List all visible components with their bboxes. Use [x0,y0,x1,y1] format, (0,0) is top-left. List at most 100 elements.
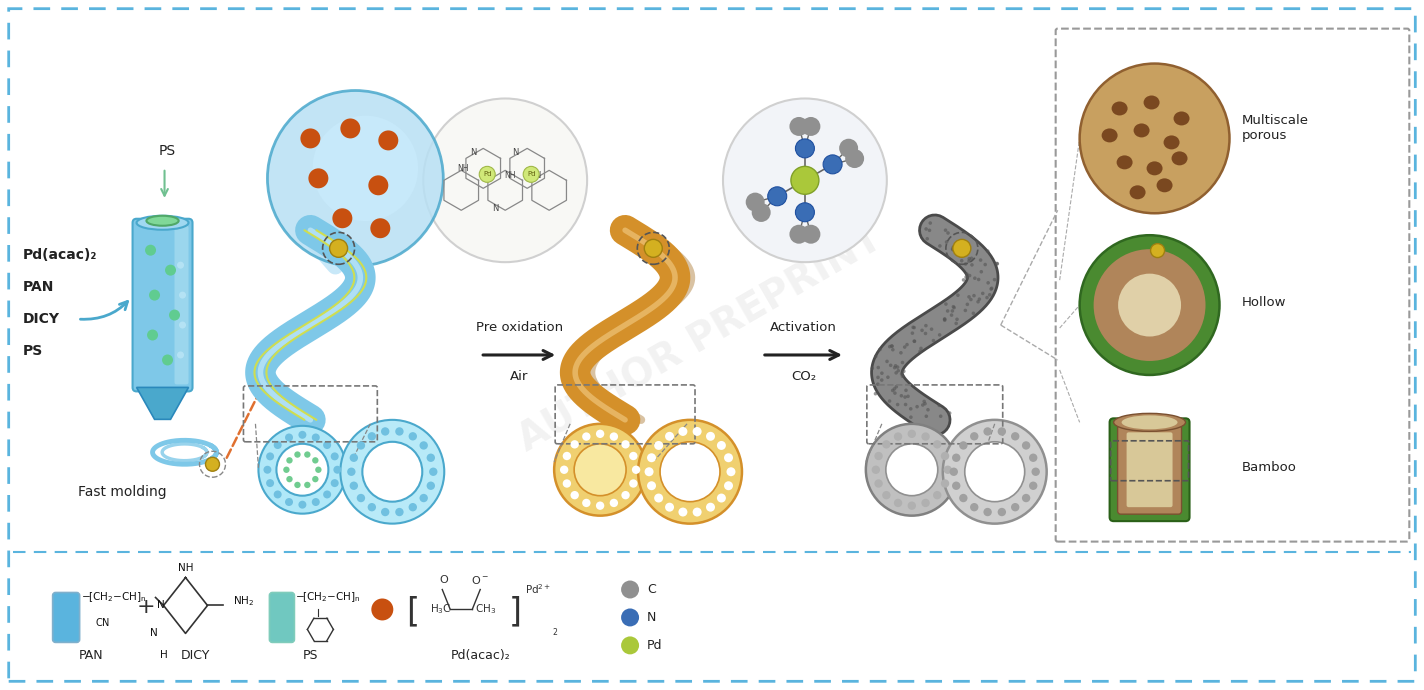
Circle shape [904,388,907,392]
Circle shape [893,366,897,369]
Circle shape [165,265,177,275]
Circle shape [998,508,1005,516]
FancyBboxPatch shape [132,219,192,391]
Circle shape [323,441,332,449]
Circle shape [644,239,662,257]
Circle shape [273,441,282,449]
Circle shape [984,508,991,516]
Circle shape [960,494,967,502]
Circle shape [330,479,339,487]
Circle shape [554,424,646,515]
Circle shape [638,420,742,524]
Ellipse shape [1114,413,1186,431]
Circle shape [941,452,950,460]
Circle shape [357,494,365,502]
Circle shape [964,308,967,313]
Circle shape [956,317,958,321]
Circle shape [938,244,941,248]
Circle shape [910,331,914,335]
Text: $\mathsf{-\!\left[CH_2\!-\!CH\right]_n}$: $\mathsf{-\!\left[CH_2\!-\!CH\right]_n}$ [295,591,362,604]
Circle shape [646,453,656,462]
Circle shape [879,348,881,351]
Circle shape [752,203,770,222]
Circle shape [312,498,320,506]
Circle shape [768,187,786,206]
Circle shape [926,237,928,241]
Ellipse shape [147,216,178,226]
Circle shape [646,481,656,490]
Circle shape [883,440,890,449]
Ellipse shape [1134,124,1149,137]
Circle shape [299,431,306,439]
Circle shape [716,493,726,502]
Circle shape [789,225,809,244]
Circle shape [894,371,899,375]
Circle shape [941,480,950,488]
Circle shape [177,351,184,359]
Circle shape [179,292,187,299]
Circle shape [263,466,272,474]
Text: DICY: DICY [23,312,60,326]
Circle shape [891,348,894,351]
Circle shape [923,400,926,403]
Circle shape [723,453,733,462]
Circle shape [993,278,997,282]
Text: NH: NH [504,171,515,180]
Text: NH: NH [178,562,194,573]
Circle shape [382,508,389,516]
Circle shape [886,359,889,363]
FancyBboxPatch shape [175,226,188,384]
Text: PS: PS [303,649,318,662]
Circle shape [967,257,971,261]
Circle shape [295,482,300,488]
Circle shape [312,457,319,464]
Circle shape [889,364,893,367]
Circle shape [938,333,941,337]
Circle shape [866,424,958,515]
Circle shape [273,491,282,498]
Circle shape [916,405,918,408]
Text: CO₂: CO₂ [790,371,816,384]
Circle shape [621,636,639,654]
Circle shape [876,375,880,380]
Circle shape [971,311,975,315]
Circle shape [987,281,990,284]
Circle shape [295,451,300,457]
Circle shape [874,452,883,460]
Circle shape [924,324,927,328]
Circle shape [169,310,179,321]
Circle shape [921,499,930,507]
Circle shape [973,277,977,280]
Circle shape [305,482,310,488]
Text: [: [ [406,595,419,628]
Circle shape [350,482,357,490]
Circle shape [571,491,580,500]
Circle shape [582,499,591,507]
Text: AUTHOR PREPRINT: AUTHOR PREPRINT [511,220,889,460]
Circle shape [937,404,941,407]
Text: N: N [157,600,164,611]
Circle shape [896,403,900,406]
Circle shape [890,344,894,348]
Circle shape [802,117,820,136]
Circle shape [877,366,880,369]
Circle shape [990,287,993,291]
Text: $_2$: $_2$ [553,627,558,639]
Circle shape [894,433,903,441]
Circle shape [323,491,332,498]
Text: Hollow: Hollow [1242,295,1286,308]
Circle shape [951,305,956,308]
Circle shape [1151,244,1165,257]
Circle shape [943,318,947,322]
Text: Fast molding: Fast molding [78,485,167,499]
Circle shape [967,295,971,299]
Circle shape [266,479,273,487]
Text: ]: ] [508,595,521,628]
Circle shape [954,322,958,325]
Text: N: N [646,611,656,624]
Circle shape [582,433,591,441]
Circle shape [420,494,427,502]
Circle shape [429,468,437,476]
Ellipse shape [1112,101,1128,115]
Circle shape [746,193,765,212]
